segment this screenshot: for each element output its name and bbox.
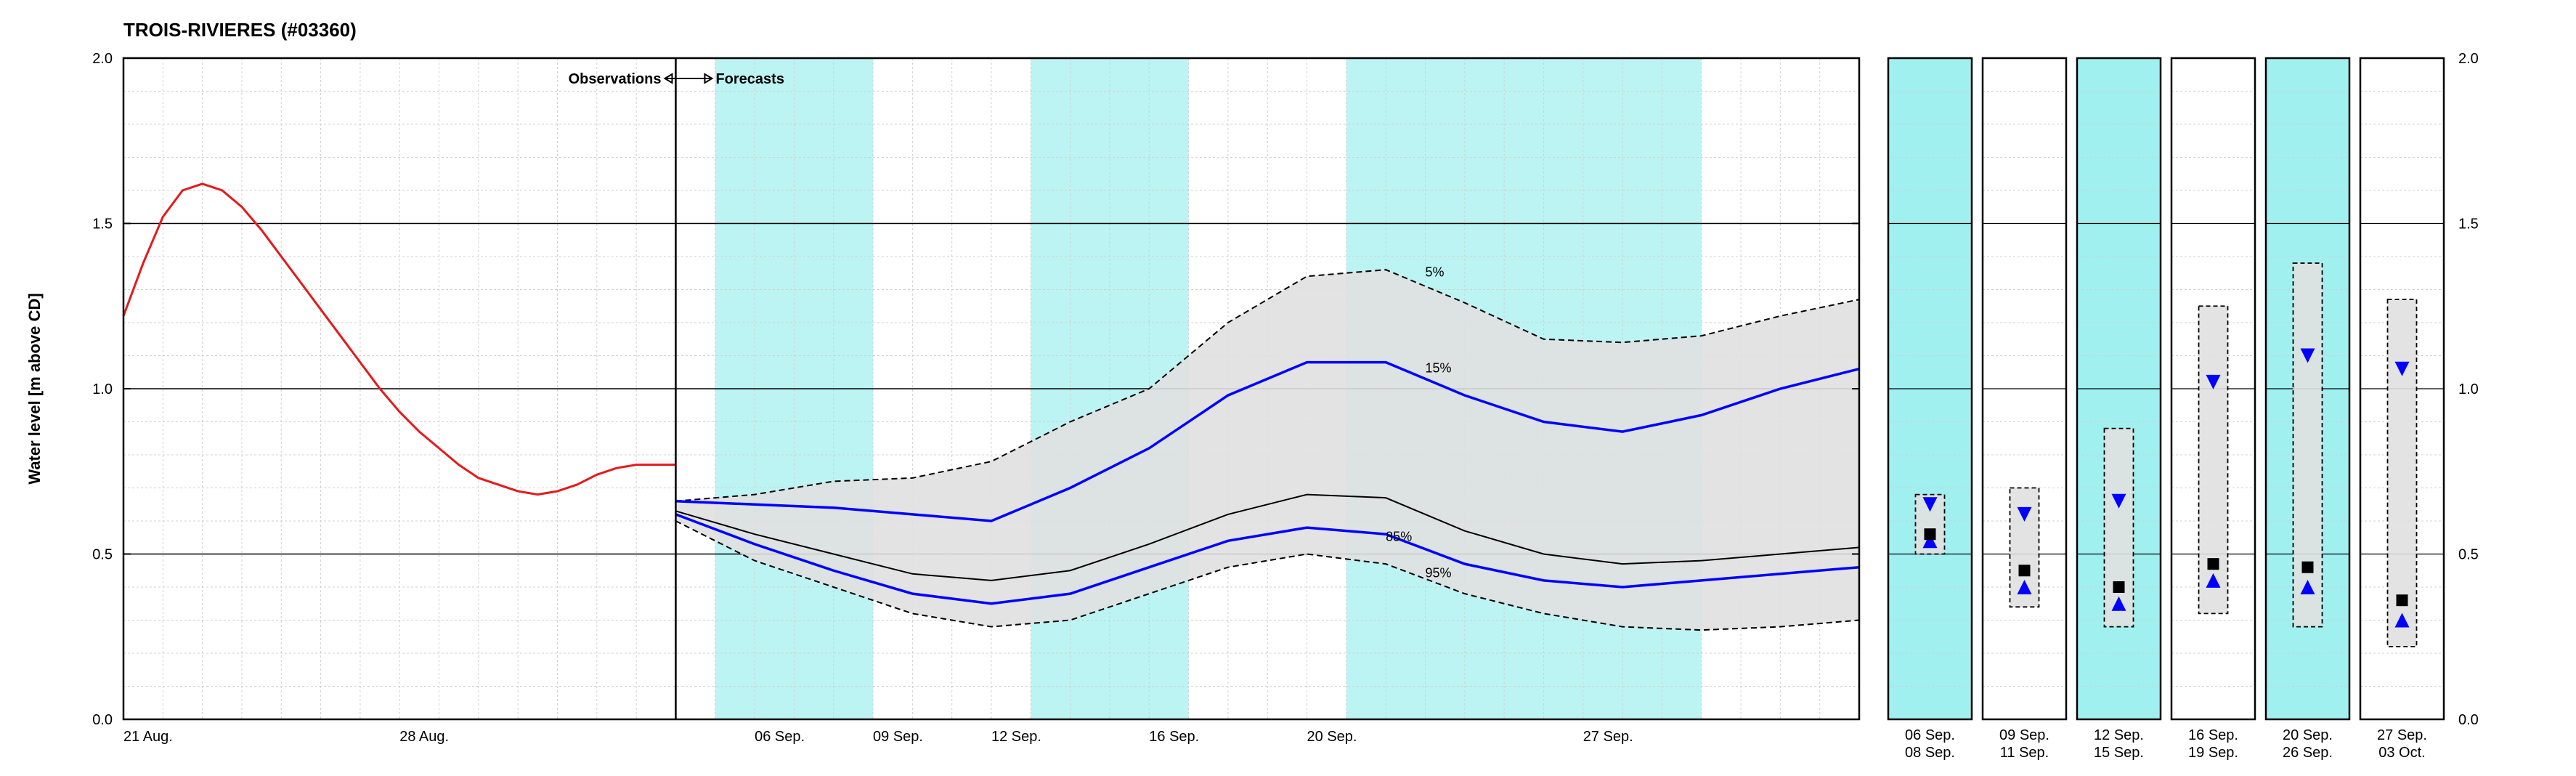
svg-text:27 Sep.: 27 Sep.	[2377, 727, 2427, 743]
svg-text:08 Sep.: 08 Sep.	[1905, 745, 1955, 761]
small-panel: 20 Sep. 26 Sep.	[2266, 58, 2349, 761]
svg-text:16 Sep.: 16 Sep.	[2188, 727, 2238, 743]
svg-text:12 Sep.: 12 Sep.	[2094, 727, 2144, 743]
svg-text:0.5: 0.5	[92, 547, 113, 563]
svg-text:Forecasts: Forecasts	[715, 71, 784, 87]
svg-text:1.5: 1.5	[92, 217, 113, 233]
svg-text:09 Sep.: 09 Sep.	[1999, 727, 2049, 743]
svg-text:85%: 85%	[1386, 529, 1412, 543]
svg-text:TROIS-RIVIERES (#03360): TROIS-RIVIERES (#03360)	[123, 19, 357, 41]
svg-text:2.0: 2.0	[92, 51, 113, 67]
svg-text:16 Sep.: 16 Sep.	[1149, 729, 1199, 745]
svg-text:0.5: 0.5	[2458, 547, 2479, 563]
svg-text:95%: 95%	[1426, 565, 1452, 580]
svg-text:06 Sep.: 06 Sep.	[755, 729, 805, 745]
svg-text:20 Sep.: 20 Sep.	[2283, 727, 2333, 743]
svg-text:03 Oct.: 03 Oct.	[2378, 745, 2425, 761]
svg-text:27 Sep.: 27 Sep.	[1583, 729, 1633, 745]
svg-text:Water level [m above CD]: Water level [m above CD]	[25, 293, 44, 484]
svg-text:06 Sep.: 06 Sep.	[1905, 727, 1955, 743]
svg-text:1.5: 1.5	[2458, 217, 2479, 233]
svg-text:15 Sep.: 15 Sep.	[2094, 745, 2144, 761]
small-panel: 16 Sep. 19 Sep.	[2171, 58, 2255, 761]
svg-text:20 Sep.: 20 Sep.	[1307, 729, 1357, 745]
svg-text:0.0: 0.0	[2458, 712, 2479, 728]
small-panel: 27 Sep. 03 Oct.	[2360, 58, 2444, 761]
svg-text:15%: 15%	[1426, 360, 1452, 375]
svg-text:09 Sep.: 09 Sep.	[873, 729, 923, 745]
svg-text:1.0: 1.0	[2458, 381, 2479, 397]
svg-text:28 Aug.: 28 Aug.	[399, 729, 449, 745]
svg-text:19 Sep.: 19 Sep.	[2188, 745, 2238, 761]
svg-text:21 Aug.: 21 Aug.	[123, 729, 173, 745]
svg-text:1.0: 1.0	[92, 381, 113, 397]
svg-text:Observations: Observations	[569, 71, 662, 87]
small-panel: 12 Sep. 15 Sep.	[2077, 58, 2161, 761]
svg-text:12 Sep.: 12 Sep.	[991, 729, 1041, 745]
svg-text:5%: 5%	[1426, 264, 1445, 279]
small-panel: 06 Sep. 08 Sep.	[1888, 58, 1972, 761]
svg-text:26 Sep.: 26 Sep.	[2283, 745, 2333, 761]
small-panel: 09 Sep. 11 Sep.	[1983, 58, 2066, 761]
svg-text:2.0: 2.0	[2458, 51, 2479, 67]
svg-text:0.0: 0.0	[92, 712, 113, 728]
svg-text:11 Sep.: 11 Sep.	[2000, 745, 2049, 761]
